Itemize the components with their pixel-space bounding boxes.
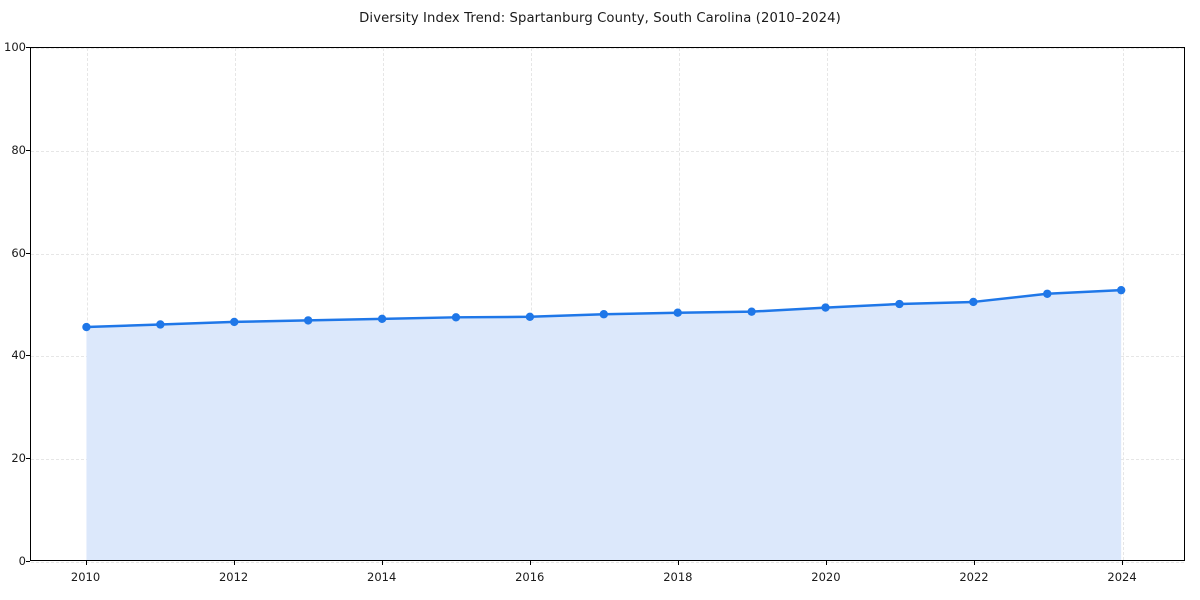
x-tick-label: 2010	[70, 570, 101, 584]
x-tick-label: 2018	[663, 570, 693, 584]
x-tick-mark	[973, 561, 975, 565]
x-tick-mark	[233, 561, 235, 565]
data-point-marker	[230, 317, 239, 327]
y-axis-tick-marks	[26, 47, 32, 562]
y-tick-mark	[26, 47, 30, 48]
y-tick-mark	[26, 252, 30, 254]
data-point-marker	[895, 299, 904, 309]
gridline-vertical	[530, 48, 532, 560]
y-tick-mark	[26, 149, 30, 151]
data-point-marker	[1116, 285, 1126, 295]
data-point-marker	[451, 313, 461, 322]
data-point-marker	[156, 320, 165, 329]
area-fill	[86, 290, 1122, 560]
gridline-horizontal	[31, 150, 1184, 152]
x-tick-mark	[85, 561, 87, 565]
y-tick-label: 80	[11, 142, 26, 157]
y-tick-mark	[26, 561, 30, 562]
data-point-markers	[82, 285, 1126, 332]
y-axis-tick-labels: 0 20 40 60 80 100	[0, 40, 26, 568]
gridline-vertical	[234, 48, 236, 560]
y-tick-mark	[26, 458, 30, 460]
x-tick-label: 2024	[1107, 570, 1137, 584]
chart-title: Diversity Index Trend: Spartanburg Count…	[359, 11, 841, 26]
data-point-marker	[82, 322, 91, 332]
data-point-marker	[821, 303, 830, 312]
plot-area	[30, 47, 1185, 563]
y-tick-label: 0	[18, 554, 26, 568]
y-tick-mark	[26, 355, 30, 357]
y-tick-label: 20	[11, 451, 26, 466]
x-tick-mark	[1122, 561, 1124, 565]
gridline-vertical	[382, 48, 384, 560]
y-tick-label: 40	[11, 348, 26, 363]
data-point-marker	[1043, 289, 1052, 298]
gridline-horizontal	[31, 48, 1184, 49]
data-point-marker	[969, 297, 978, 307]
y-tick-label: 100	[4, 40, 26, 54]
gridline-vertical	[1123, 48, 1125, 560]
data-point-marker	[377, 314, 387, 324]
x-tick-mark	[381, 561, 383, 565]
x-tick-label: 2020	[811, 570, 841, 584]
data-point-marker	[599, 310, 608, 319]
data-point-marker	[303, 316, 313, 325]
gridline-horizontal	[31, 253, 1184, 255]
x-tick-label: 2014	[367, 570, 397, 584]
gridline-vertical	[86, 48, 88, 560]
x-tick-label: 2012	[218, 570, 249, 584]
x-tick-mark	[677, 561, 679, 565]
data-point-marker	[525, 312, 535, 321]
x-tick-mark	[825, 561, 827, 565]
gridline-horizontal	[31, 562, 1184, 563]
x-tick-mark	[529, 561, 531, 565]
x-tick-label: 2022	[959, 570, 989, 584]
gridline-vertical	[678, 48, 680, 560]
data-point-marker	[673, 308, 682, 317]
series-diversity-index	[82, 285, 1126, 560]
x-axis-tick-labels: 2010 2012 2014 2016 2018 2020 2022 2024	[30, 561, 1185, 595]
data-point-marker	[747, 307, 756, 316]
x-tick-label: 2016	[515, 570, 545, 584]
y-tick-label: 60	[11, 245, 26, 260]
